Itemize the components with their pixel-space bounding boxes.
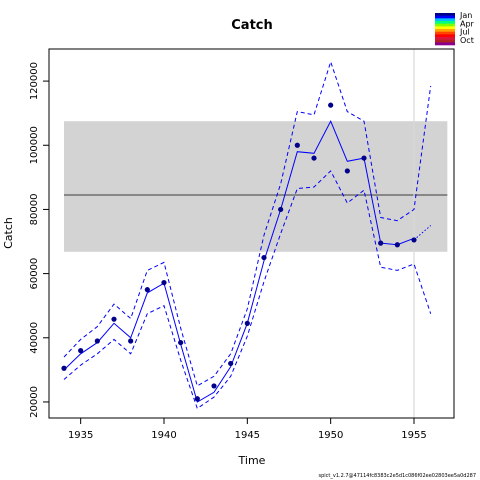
observed-point [211, 383, 217, 389]
observed-point [394, 242, 400, 248]
series-line-dashed-2 [63, 170, 432, 410]
observed-point [411, 237, 417, 243]
observed-point [61, 365, 67, 371]
legend-color-swatch [435, 29, 455, 32]
series-line-dotted-3 [413, 225, 432, 241]
observed-point [228, 360, 234, 367]
y-axis-label: Catch [2, 217, 15, 249]
x-tick-label: 1945 [235, 430, 260, 441]
chart-title: Catch [231, 18, 273, 33]
series-line-dashed-1 [63, 60, 432, 387]
observed-point [344, 168, 350, 174]
observed-point [311, 155, 317, 161]
observed-point [144, 287, 150, 293]
legend-color-swatch [435, 34, 455, 38]
legend-color-swatch [435, 21, 455, 24]
y-tick-label: 100000 [29, 126, 40, 164]
observed-point [128, 338, 134, 344]
observed-point [244, 320, 250, 326]
x-axis-label: Time [238, 454, 266, 467]
legend-label: Jul [459, 28, 470, 37]
x-tick-label: 1955 [401, 430, 426, 441]
legend-color-swatch [435, 18, 455, 22]
observed-point [294, 142, 300, 148]
legend-label: Apr [460, 19, 475, 28]
legend-label: Jan [459, 11, 472, 20]
observed-point [111, 316, 117, 322]
observed-point [194, 396, 200, 402]
plot-frame [48, 48, 455, 419]
legend-label: Oct [460, 36, 474, 45]
y-tick-label: 120000 [29, 62, 40, 100]
observed-point [161, 279, 167, 286]
version-footnote: spict_v1.2.7@47114fc8383c2e5d1c086f02ee0… [318, 473, 476, 479]
series-line-solid-0 [63, 120, 415, 403]
observed-point [261, 254, 267, 261]
x-tick-label: 1935 [68, 430, 93, 441]
legend-color-swatch [435, 13, 455, 16]
observed-point [378, 240, 384, 246]
legend-color-swatch [435, 42, 455, 46]
y-tick-label: 80000 [29, 194, 40, 226]
observed-point [94, 338, 100, 344]
reference-band [64, 121, 448, 252]
legend-color-swatch [435, 39, 455, 43]
y-tick-label: 20000 [29, 386, 40, 418]
y-tick-label: 60000 [29, 258, 40, 290]
observed-point [278, 206, 284, 213]
legend-color-swatch [435, 31, 455, 35]
observed-point [361, 155, 367, 161]
observed-point [178, 339, 184, 346]
legend-color-swatch [435, 37, 455, 40]
legend-color-swatch [435, 23, 455, 27]
y-tick-label: 40000 [29, 322, 40, 354]
observed-point [78, 348, 84, 354]
x-axis: 1935 1940 1945 1950 1955 [68, 418, 427, 441]
x-tick-label: 1950 [318, 430, 343, 441]
legend-color-swatch [435, 15, 455, 19]
y-axis: 20000 40000 60000 80000 100000 120000 [29, 62, 49, 418]
observed-point [328, 102, 334, 108]
plot-layer [61, 49, 448, 418]
legend-color-swatch [435, 26, 455, 30]
x-tick-label: 1940 [151, 430, 176, 441]
